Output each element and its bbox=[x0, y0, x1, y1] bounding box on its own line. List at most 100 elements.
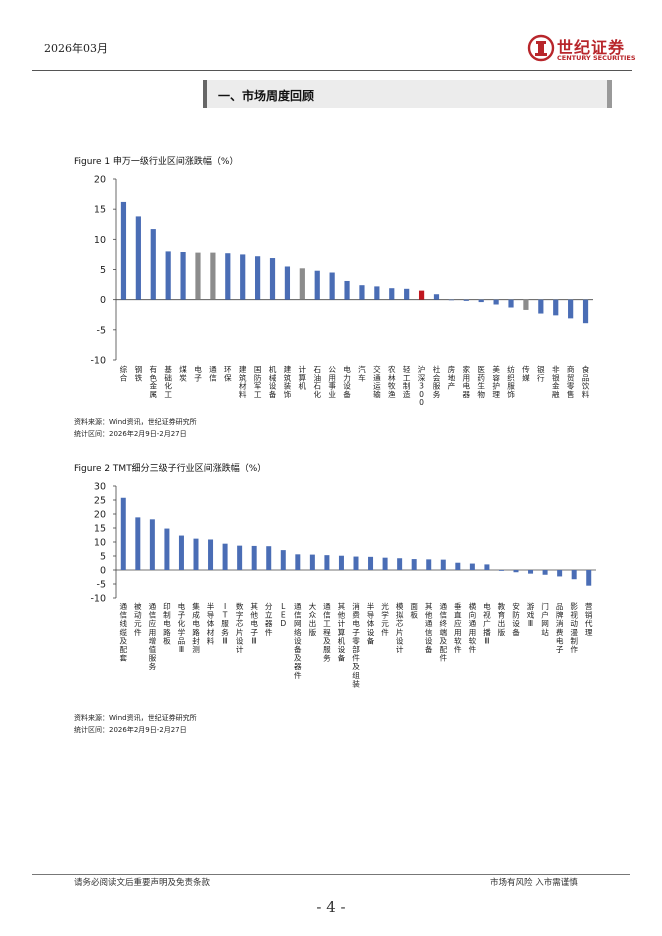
figure1-category-label: 公用事业 bbox=[328, 365, 336, 399]
section-heading-box: 一、市场周度回顾 bbox=[203, 80, 612, 108]
figure1-category-label: 非银金融 bbox=[552, 364, 560, 399]
figure2-category-label: 教育出版 bbox=[498, 601, 506, 637]
figure1-title: Figure 1 申万一级行业区间涨跌幅（%） bbox=[74, 157, 239, 167]
figure1-category-label: 交通运输 bbox=[373, 364, 381, 399]
figure2-category-label: 安防设备 bbox=[512, 601, 520, 637]
figure2-category-label: 通信线缆及配套 bbox=[119, 601, 127, 663]
figure1-category-label: 基础化工 bbox=[164, 364, 172, 399]
figure1-chart: -10 -5 0 5 10 15 20 综合钢铁有色金属基础化工煤炭电子通信环保建筑材料国防军… bbox=[90, 175, 593, 407]
figure2-y-tick-label: -5 bbox=[97, 580, 106, 591]
figure2-bar-9 bbox=[237, 545, 243, 570]
figure1-bar-25 bbox=[478, 299, 484, 303]
figure1-bar-20 bbox=[404, 288, 410, 300]
figure1-y-tick-label: 15 bbox=[94, 205, 106, 216]
figure1-category-label: 石油石化 bbox=[313, 365, 321, 399]
figure1-bar-12 bbox=[284, 266, 291, 300]
figure2-bar-31 bbox=[557, 570, 563, 577]
figure2-y-tick-label: -10 bbox=[90, 594, 106, 605]
logo-text-en: CENTURY SECURITIES bbox=[557, 54, 636, 62]
figure1-bar-26 bbox=[493, 299, 499, 305]
figure2-y-tick-label: 5 bbox=[100, 552, 106, 563]
figure1-category-label: 钢铁 bbox=[135, 364, 143, 382]
figure2-category-label: 光学元件 bbox=[381, 601, 389, 637]
figure1-category-label: 机械设备 bbox=[269, 364, 277, 399]
figure2-category-label: 其他通信设备 bbox=[425, 602, 433, 654]
figure1-category-label: 通信 bbox=[209, 364, 217, 382]
figure2-category-label: 营销代理 bbox=[585, 601, 593, 637]
figure1-bar-30 bbox=[553, 299, 559, 316]
figure1-category-label: 建筑材料 bbox=[239, 364, 247, 399]
figure2-bar-7 bbox=[208, 539, 214, 570]
figure2-category-label: 通信应用增值服务 bbox=[149, 601, 157, 671]
figure2-bar-18 bbox=[368, 556, 374, 570]
figure1-bar-8 bbox=[225, 253, 231, 300]
header-divider bbox=[32, 70, 632, 71]
figure2-bar-4 bbox=[164, 528, 170, 570]
figure2-bar-26 bbox=[484, 564, 490, 570]
figure1-bar-3 bbox=[150, 229, 156, 300]
figure2-bar-1 bbox=[120, 497, 126, 570]
figure1-category-label: 医药生物 bbox=[477, 365, 485, 399]
figure1-category-label: 轻工制造 bbox=[403, 364, 411, 399]
figure2-category-label: 大众出版 bbox=[309, 601, 317, 637]
footer-risk-warning: 市场有风险 入市需谨慎 bbox=[490, 878, 578, 888]
figure2-category-label: 数字芯片设计 bbox=[236, 601, 244, 654]
figure2-bar-23 bbox=[440, 559, 446, 570]
century-securities-logo: 世纪证券 CENTURY SECURITIES bbox=[527, 33, 637, 67]
figure1-category-label: 传媒 bbox=[522, 364, 530, 382]
figure1-category-label: 沪深 3 0 0 bbox=[418, 364, 426, 407]
figure2-bar-17 bbox=[353, 556, 359, 570]
figure1-category-label: 银行 bbox=[537, 364, 545, 382]
figure1-category-label: 建筑装饰 bbox=[284, 364, 292, 399]
footer-disclaimer: 请务必阅读文后重要声明及免责条款 bbox=[74, 878, 211, 888]
figure1-bar-21 bbox=[418, 290, 425, 300]
figure1-bar-22 bbox=[433, 294, 440, 300]
figure1-y-tick-label: 5 bbox=[100, 265, 106, 276]
figure2-bar-10 bbox=[251, 545, 257, 570]
figure1-bar-15 bbox=[329, 272, 335, 300]
figure2-bar-8 bbox=[222, 543, 228, 570]
figure2-bar-13 bbox=[295, 554, 301, 570]
figure2-bar-21 bbox=[411, 559, 417, 570]
figure1-category-label: 综合 bbox=[120, 364, 128, 382]
figure1-bar-19 bbox=[389, 288, 395, 300]
figure1-bar-4 bbox=[165, 251, 171, 300]
figure2-category-label: 面板 bbox=[410, 602, 418, 620]
figure2-category-label: I T 服务 Ⅲ bbox=[221, 602, 229, 645]
figure1-category-label: 农林牧渔 bbox=[388, 364, 396, 399]
figure1-category-label: 电力设备 bbox=[343, 364, 351, 399]
figure2-category-label: 其他电子 Ⅲ bbox=[250, 602, 258, 645]
figure1-category-label: 煤炭 bbox=[179, 364, 187, 382]
figure2-bar-11 bbox=[266, 546, 272, 570]
figure2-source: 资料来源：Wind资讯，世纪证券研究所 bbox=[74, 714, 197, 722]
figure2-category-label: 消费电子零部件及组装 bbox=[352, 601, 360, 688]
figure2-bar-16 bbox=[338, 555, 344, 570]
figure2-category-label: 集成电路封测 bbox=[192, 601, 200, 654]
figure2-bar-29 bbox=[528, 570, 534, 574]
figure1-source: 资料来源：Wind资讯，世纪证券研究所 bbox=[74, 418, 197, 426]
figure2-bar-32 bbox=[571, 570, 577, 580]
figure2-bar-28 bbox=[513, 570, 519, 573]
figure1-bar-11 bbox=[269, 258, 276, 300]
figure1-bar-2 bbox=[135, 216, 141, 300]
figure2-y-tick-label: 20 bbox=[94, 510, 106, 521]
figure2-category-label: 垂直应用软件 bbox=[454, 601, 462, 654]
figure1-bar-29 bbox=[538, 299, 544, 314]
figure1-y-tick-label: 0 bbox=[100, 295, 106, 306]
figure2-category-label: 通信网络设备及器件 bbox=[294, 601, 302, 680]
figure1-category-label: 食品饮料 bbox=[582, 364, 590, 399]
figure1-category-label: 房地产 bbox=[448, 364, 456, 391]
figure2-category-label: 门户网站 bbox=[541, 601, 549, 637]
figure1-category-label: 电子 bbox=[194, 364, 202, 382]
figure2-bar-30 bbox=[542, 570, 548, 575]
figure2-bar-5 bbox=[178, 535, 184, 570]
figure2-bar-22 bbox=[426, 559, 432, 570]
figure1-category-label: 计算机 bbox=[299, 364, 307, 391]
figure2-category-label: 电子化学品 Ⅲ bbox=[178, 601, 186, 654]
figure2-category-label: 分立器件 bbox=[265, 602, 273, 637]
figure1-category-label: 家用电器 bbox=[463, 364, 471, 399]
figure2-category-label: 品牌消费电子 bbox=[556, 602, 564, 654]
figure2-category-label: 横向通用软件 bbox=[469, 601, 477, 654]
figure1-category-label: 汽车 bbox=[358, 364, 366, 382]
